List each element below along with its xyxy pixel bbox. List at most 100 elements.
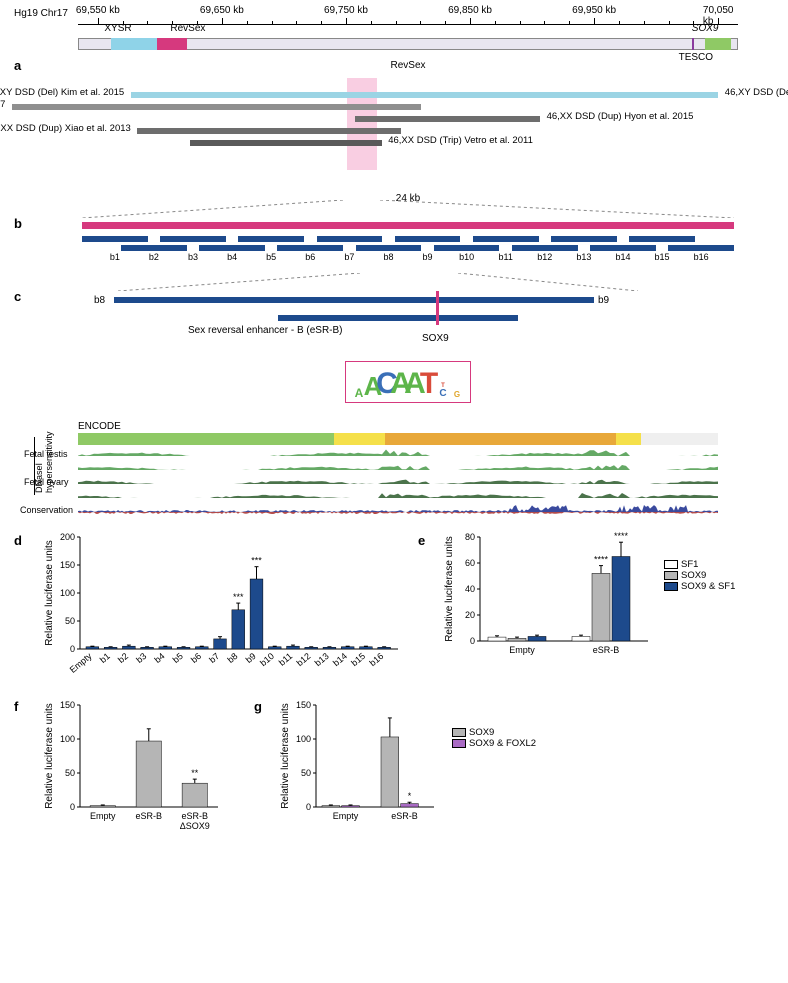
tile-fragment-label: b12 [537,252,552,262]
gene-segment-label: SOX9 [692,23,719,34]
sox9-site-mark [436,291,439,325]
tile-fragment [277,245,343,251]
panel-b: b1b2b3b4b5b6b7b8b9b10b11b12b13b14b15b16 [78,218,738,273]
svg-text:Empty: Empty [68,651,94,675]
gene-segment [157,38,187,50]
svg-text:b15: b15 [349,651,367,668]
encode-segment [334,433,385,445]
legend-entry: SOX9 & SF1 [664,581,735,592]
tile-fragment-label: b14 [615,252,630,262]
tile-fragment [551,236,617,242]
dnase-track [78,487,718,499]
logo-letter: G [454,391,460,399]
tile-fragment [590,245,656,251]
ruler-tick-label: 69,850 kb [448,5,492,16]
tile-fragment-label: b15 [655,252,670,262]
svg-text:50: 50 [65,768,75,778]
svg-text:b3: b3 [134,651,148,665]
frag-b9 [344,297,594,303]
svg-text:b13: b13 [313,651,331,668]
ruler-tick-label: 69,650 kb [200,5,244,16]
svg-text:b8: b8 [225,651,239,665]
svg-text:**: ** [191,768,199,778]
tile-fragment-label: b10 [459,252,474,262]
gene-segment-label: RevSex [170,23,205,34]
svg-text:b11: b11 [277,651,294,668]
case-bar [355,116,540,122]
encode-segment [78,433,334,445]
dnase-track [78,459,718,471]
panel-g-label: g [254,699,262,714]
case-bar [12,104,421,110]
panel-f-label: f [14,699,18,714]
tile-fragment-label: b2 [149,252,159,262]
logo-letter: C [439,389,446,399]
chart-f: 050100150Relative luciferase unitsEmptye… [38,697,228,850]
svg-text:***: *** [251,556,262,566]
svg-text:eSR-B: eSR-B [182,811,209,821]
svg-text:50: 50 [301,768,311,778]
tile-fragment [434,245,500,251]
svg-text:b6: b6 [189,651,203,665]
tile-fragment [199,245,265,251]
tile-fragment [395,236,461,242]
esrb-label: Sex reversal enhancer - B (eSR-B) [188,325,343,336]
sox9-logo: AACAATTCG [78,361,738,421]
svg-text:eSR-B: eSR-B [593,645,620,655]
conservation-label: Conservation [20,505,73,515]
svg-text:eSR-B: eSR-B [136,811,163,821]
case-bar [137,128,401,134]
case-label: 46,XX DSD (Dup) Xiao et al. 2013 [0,123,131,134]
case-bar [223,92,718,98]
logo-box: AACAATTCG [345,361,471,403]
tile-fragment-label: b3 [188,252,198,262]
svg-text:Empty: Empty [509,645,535,655]
tile-fragment-label: b7 [344,252,354,262]
svg-text:b12: b12 [295,651,313,668]
tesco-mark [692,38,694,50]
svg-text:150: 150 [296,700,311,710]
tile-fragment-label: b9 [423,252,433,262]
svg-text:0: 0 [470,636,475,646]
tile-fragment [160,236,226,242]
ruler-tick-label: 69,750 kb [324,5,368,16]
panel-e-label: e [418,533,425,548]
svg-text:b5: b5 [171,651,185,665]
chart-d: 050100150200Relative luciferase unitsEmp… [38,529,408,692]
case-bar [190,140,381,146]
tile-fragment-label: b11 [499,252,513,262]
svg-text:Empty: Empty [90,811,116,821]
dnase-row-label: Fetal ovary [24,477,69,487]
tile-fragment [317,236,383,242]
case-label: 46,XX DSD (Dup) Hyon et al. 2015 [547,111,694,122]
svg-text:150: 150 [60,700,75,710]
encode-title: ENCODE [78,421,730,432]
svg-text:20: 20 [465,610,475,620]
svg-text:b2: b2 [116,651,130,665]
gene-region-bar: XYSRRevSexSOX9TESCO [78,34,738,54]
esrb-bar [278,315,518,321]
svg-text:100: 100 [296,734,311,744]
encode-segment [385,433,615,445]
tile-fragment [473,236,539,242]
panel-c: b8 b9 Sex reversal enhancer - B (eSR-B) … [78,291,738,361]
gene-segment [111,38,157,50]
dnase-row-label: Fetal testis [24,449,68,459]
svg-text:b4: b4 [153,651,167,665]
revsex-full-bar [82,222,734,229]
svg-text:Relative luciferase units: Relative luciferase units [44,703,55,809]
svg-text:b9: b9 [244,651,258,665]
svg-text:60: 60 [465,558,475,568]
tile-fragment [668,245,734,251]
svg-text:ΔSOX9: ΔSOX9 [180,821,210,831]
tile-fragment-label: b1 [110,252,120,262]
svg-text:Relative luciferase units: Relative luciferase units [280,703,291,809]
svg-text:b14: b14 [331,651,349,668]
panel-a: RevSex 46,XY DSD (Del) Kim et al. 201546… [78,70,738,200]
svg-text:****: **** [594,555,609,565]
revsex-title: RevSex [78,60,738,71]
zoom-dashes-bc [78,273,738,291]
tile-fragment-label: b13 [576,252,591,262]
svg-text:150: 150 [60,560,75,570]
legend-entry: SOX9 [452,727,536,738]
